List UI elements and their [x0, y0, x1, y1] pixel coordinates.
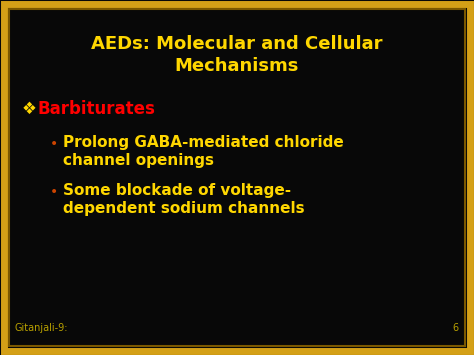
Text: 6: 6	[453, 323, 459, 333]
Text: •: •	[50, 185, 58, 199]
Text: channel openings: channel openings	[63, 153, 214, 168]
Text: AEDs: Molecular and Cellular: AEDs: Molecular and Cellular	[91, 35, 383, 53]
Text: •: •	[50, 137, 58, 151]
Text: dependent sodium channels: dependent sodium channels	[63, 201, 305, 216]
Text: ❖: ❖	[22, 100, 37, 118]
Text: Some blockade of voltage-: Some blockade of voltage-	[63, 183, 291, 198]
Text: Mechanisms: Mechanisms	[175, 57, 299, 75]
Text: Prolong GABA-mediated chloride: Prolong GABA-mediated chloride	[63, 135, 344, 150]
Text: Gitanjali-9:: Gitanjali-9:	[15, 323, 69, 333]
Text: Barbiturates: Barbiturates	[38, 100, 156, 118]
